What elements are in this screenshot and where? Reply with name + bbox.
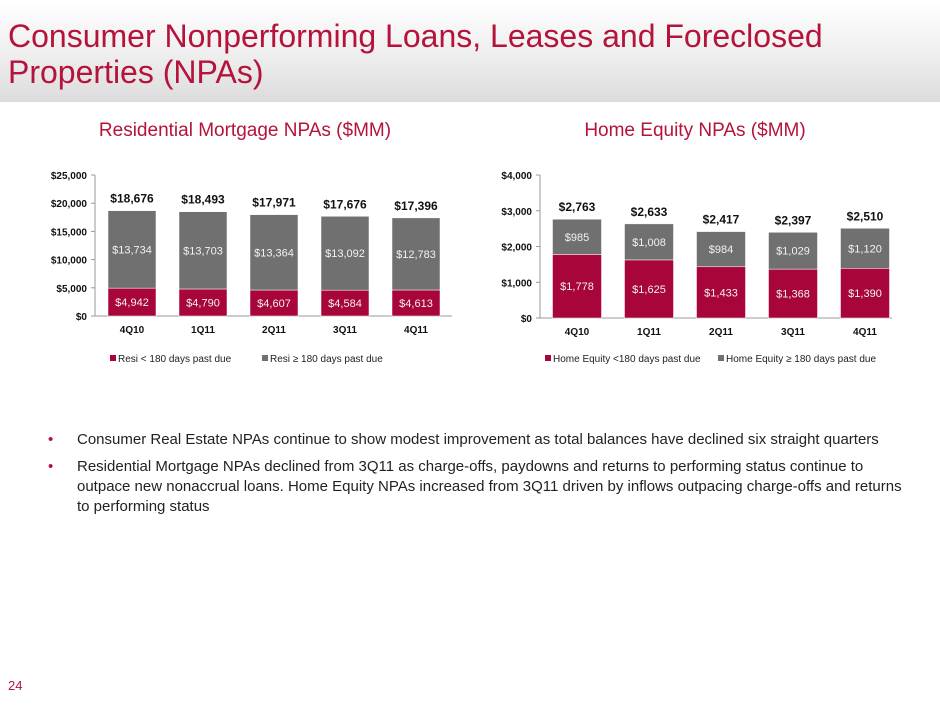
charts-canvas: $0 $5,000 $10,000 $15,000 $20,000 $25,000 $4,9… — [51, 171, 892, 365]
bar-value-label: $985 — [565, 232, 589, 244]
bar-value-label: $13,703 — [183, 245, 223, 257]
bar-total-label: $2,417 — [703, 213, 740, 227]
bar-segment — [696, 266, 746, 319]
bar-segment — [391, 217, 441, 291]
page-number: 24 — [8, 678, 23, 693]
bar-segment — [696, 231, 746, 268]
bar-segment — [320, 289, 370, 317]
bullet-item: • Consumer Real Estate NPAs continue to s… — [48, 430, 908, 450]
bar-segment — [768, 232, 818, 270]
bullet-item: • Residential Mortgage NPAs declined from… — [48, 457, 908, 517]
bar-value-label: $1,390 — [848, 288, 882, 300]
bar-total-label: $2,633 — [631, 205, 668, 219]
x-tick-label: 4Q11 — [404, 325, 428, 336]
bullet-list: • Consumer Real Estate NPAs continue to s… — [48, 430, 908, 524]
x-tick-label: 4Q11 — [853, 327, 877, 338]
bar-total-label: $2,763 — [559, 200, 596, 214]
bullet-icon: • — [48, 458, 54, 475]
legend-label: Home Equity ≥ 180 days past due — [726, 354, 876, 365]
bar-segment — [768, 268, 818, 319]
bar-total-label: $18,676 — [110, 192, 154, 206]
bar-segment — [840, 228, 890, 269]
bar-value-label: $4,584 — [328, 298, 362, 310]
y-tick-label: $0 — [76, 312, 88, 323]
legend-label: Home Equity <180 days past due — [553, 354, 701, 365]
x-tick-label: 2Q11 — [262, 325, 286, 336]
bar-segment — [178, 211, 228, 290]
page-title: Consumer Nonperforming Loans, Leases and… — [8, 18, 823, 90]
bullet-text: Consumer Real Estate NPAs continue to sh… — [77, 431, 879, 448]
legend-swatch — [718, 355, 724, 361]
bar-value-label: $1,120 — [848, 243, 882, 255]
y-tick-label: $15,000 — [51, 227, 88, 238]
bar-value-label: $1,008 — [632, 237, 666, 249]
x-tick-label: 4Q10 — [565, 327, 590, 338]
bar-value-label: $4,613 — [399, 298, 433, 310]
header-band — [0, 0, 940, 102]
chart-title-residential: Residential Mortgage NPAs ($MM) — [98, 120, 392, 141]
x-tick-label: 2Q11 — [709, 327, 733, 338]
x-tick-label: 1Q11 — [637, 327, 661, 338]
bar-value-label: $4,942 — [115, 297, 149, 309]
bar-value-label: $984 — [709, 244, 733, 256]
bar-segment — [391, 289, 441, 317]
legend-label: Resi ≥ 180 days past due — [270, 354, 383, 365]
legend-swatch — [545, 355, 551, 361]
legend-label: Resi < 180 days past due — [118, 354, 232, 365]
legend-swatch — [110, 355, 116, 361]
legend-swatch — [262, 355, 268, 361]
bar-segment — [840, 268, 890, 319]
bar-segment — [320, 216, 370, 291]
bar-total-label: $17,396 — [394, 199, 438, 213]
y-tick-label: $2,000 — [501, 243, 532, 254]
y-tick-label: $20,000 — [51, 199, 88, 210]
bar-total-label: $17,676 — [323, 197, 367, 211]
bar-segment — [178, 288, 228, 317]
bar-value-label: $13,364 — [254, 247, 294, 259]
bar-segment — [249, 289, 299, 317]
bar-total-label: $18,493 — [181, 193, 225, 207]
bar-segment — [107, 210, 157, 289]
bar-value-label: $1,625 — [632, 284, 666, 296]
y-tick-label: $10,000 — [51, 256, 88, 267]
bar-value-label: $4,790 — [186, 297, 220, 309]
bar-segment — [624, 259, 674, 319]
bar-value-label: $1,368 — [776, 289, 810, 301]
bar-value-label: $1,778 — [560, 281, 594, 293]
bar-segment — [552, 218, 602, 255]
bullet-text: Residential Mortgage NPAs declined from … — [77, 458, 902, 515]
y-tick-label: $4,000 — [501, 171, 532, 182]
bar-value-label: $12,783 — [396, 249, 436, 261]
bar-value-label: $13,734 — [112, 244, 152, 256]
y-tick-label: $3,000 — [501, 207, 532, 218]
bar-total-label: $17,971 — [252, 196, 296, 210]
bullet-icon: • — [48, 431, 54, 448]
bar-segment — [624, 223, 674, 261]
bar-value-label: $1,433 — [704, 287, 738, 299]
y-tick-label: $5,000 — [56, 284, 87, 295]
y-tick-label: $25,000 — [51, 171, 88, 182]
x-tick-label: 1Q11 — [191, 325, 215, 336]
chart-title-home-equity: Home Equity NPAs ($MM) — [584, 120, 806, 141]
bar-value-label: $1,029 — [776, 246, 810, 258]
bar-segment — [107, 287, 157, 317]
y-tick-label: $1,000 — [501, 278, 532, 289]
bar-value-label: $4,607 — [257, 298, 291, 310]
x-tick-label: 3Q11 — [781, 327, 805, 338]
bar-value-label: $13,092 — [325, 248, 365, 260]
x-tick-label: 4Q10 — [120, 325, 145, 336]
y-tick-label: $0 — [521, 314, 533, 325]
bar-total-label: $2,510 — [847, 209, 884, 223]
bar-segment — [249, 214, 299, 291]
x-tick-label: 3Q11 — [333, 325, 357, 336]
bar-total-label: $2,397 — [775, 213, 812, 227]
